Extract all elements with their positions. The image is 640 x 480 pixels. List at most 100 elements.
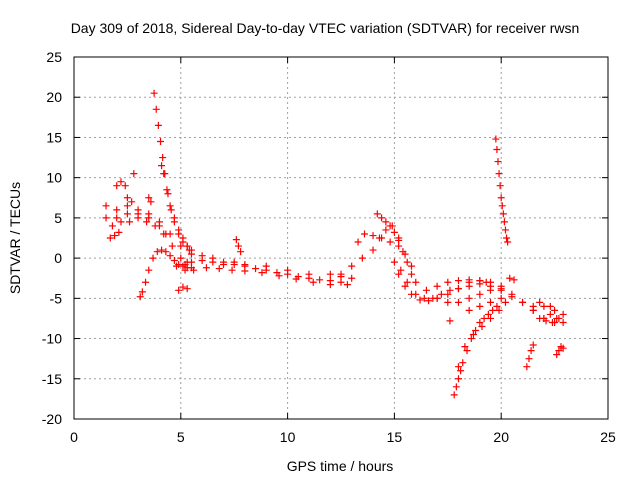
data-point [540,302,548,310]
x-tick-label: 15 [387,429,403,445]
series-mid-cluster-b [187,250,356,282]
series-tail-21 [523,341,537,371]
data-point [559,344,567,352]
plot-frame [73,56,609,420]
data-point [529,302,537,310]
data-point [202,264,210,272]
data-points [102,89,567,399]
data-point [162,248,170,256]
series-deep-dip-b [454,298,509,371]
data-point [395,236,403,244]
data-point [504,238,512,246]
data-point [232,236,240,244]
y-tick-label: -15 [42,371,62,387]
data-point [416,296,424,304]
data-point [457,367,465,375]
data-point [167,206,175,214]
data-point [258,269,266,277]
data-point [493,302,501,310]
data-point [166,252,174,260]
data-point [386,238,394,246]
data-point [378,234,386,242]
data-point [230,258,238,266]
data-point [145,194,153,202]
data-point [113,206,121,214]
data-point [136,293,144,301]
data-point [487,278,495,286]
data-point [548,318,556,326]
data-point [498,202,506,210]
y-tick-label: 5 [54,210,62,226]
series-tail-22.5 [553,343,567,359]
y-tick-label: -5 [50,290,63,306]
data-point [284,266,292,274]
data-point [525,355,533,363]
data-point [463,347,471,355]
data-point [555,314,563,322]
data-point [183,285,191,293]
data-point [476,290,484,298]
data-point [497,285,505,293]
data-point [154,121,162,129]
series-early-band-c [108,214,168,238]
data-point [343,281,351,289]
data-point [187,258,195,266]
data-point [177,254,185,262]
data-point [487,298,495,306]
data-point [407,270,415,278]
data-point [160,170,168,178]
data-point [187,250,195,258]
data-point [111,232,119,240]
data-point [309,278,317,286]
data-point [237,248,245,256]
data-point [348,262,356,270]
data-point [454,285,462,293]
data-point [459,359,467,367]
data-point [412,278,420,286]
series-tail-22 [529,298,567,326]
y-tick-label: -10 [42,331,62,347]
data-point [407,262,415,270]
data-point [241,267,249,275]
data-point [198,252,206,260]
series-small-bump [232,236,245,256]
data-point [529,341,537,349]
y-axis-label: SDTVAR / TECUs [7,182,23,294]
data-point [551,306,559,314]
data-point [494,158,502,166]
data-point [510,276,518,284]
data-point [452,383,460,391]
data-point [121,182,129,190]
data-point [454,298,462,306]
data-point [454,363,462,371]
data-point [159,154,167,162]
data-point [506,274,514,282]
data-point [166,202,174,210]
data-point [503,234,511,242]
series-mid-cluster-c [181,264,351,289]
data-point [130,170,138,178]
chart-title: Day 309 of 2018, Sidereal Day-to-day VTE… [71,20,580,36]
data-point [117,218,125,226]
data-point [190,266,198,274]
series-spike-1-inner [158,162,191,250]
data-point [305,270,313,278]
data-point [536,298,544,306]
data-point [433,294,441,302]
series-spike-20 [492,135,512,246]
data-point [369,232,377,240]
data-point [106,234,114,242]
data-point [450,391,458,399]
data-point [546,302,554,310]
data-point [179,234,187,242]
data-point [487,314,495,322]
data-point [262,262,270,270]
data-point [123,194,131,202]
data-point [472,327,480,335]
data-point [536,314,544,322]
data-point [143,218,151,226]
series-early-band-d [106,228,123,242]
x-tick-label: 20 [493,429,509,445]
data-point [501,298,509,306]
